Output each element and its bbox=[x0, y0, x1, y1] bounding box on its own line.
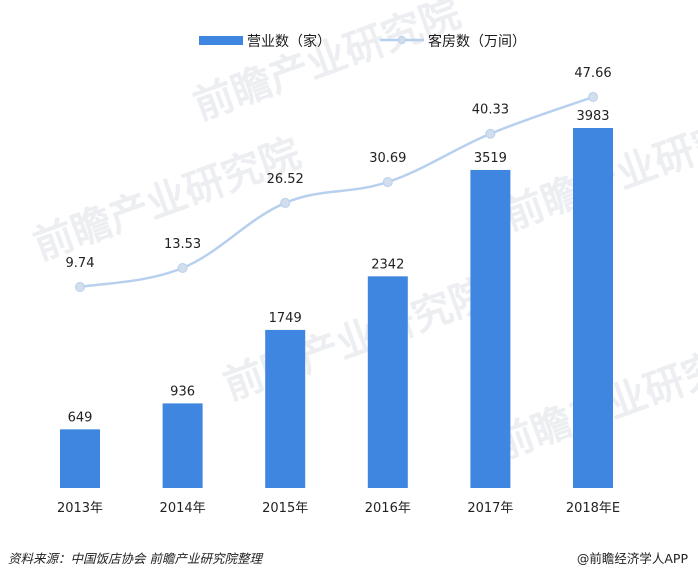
bar bbox=[162, 403, 203, 488]
bar bbox=[573, 128, 613, 488]
line-value-label: 13.53 bbox=[164, 237, 201, 252]
line-value-label: 47.66 bbox=[574, 66, 611, 81]
credit-note: @前瞻经济学人APP bbox=[576, 551, 688, 566]
line-value-label: 30.69 bbox=[369, 151, 406, 166]
bar-value-label: 936 bbox=[170, 384, 195, 399]
legend: 营业数（家） 客房数（万间） bbox=[199, 33, 526, 50]
line-point bbox=[280, 197, 291, 208]
legend-bar-swatch bbox=[199, 36, 243, 45]
legend-line-label: 客房数（万间） bbox=[428, 33, 526, 50]
line-point bbox=[588, 92, 598, 102]
line-point bbox=[75, 282, 85, 292]
x-tick-label: 2018年E bbox=[566, 501, 620, 516]
data-labels: 649 936 1749 2342 3519 3983 9.74 13.53 26.52 30.6… bbox=[66, 66, 612, 425]
x-tick-label: 2016年 bbox=[365, 501, 411, 516]
x-axis: 2013年 2014年 2015年 2016年 2017年 2018年E bbox=[57, 501, 620, 516]
source-note: 资料来源：中国饭店协会 前瞻产业研究院整理 bbox=[8, 551, 262, 566]
x-tick-label: 2017年 bbox=[467, 501, 513, 516]
line-value-label: 26.52 bbox=[267, 172, 304, 187]
legend-bar-label: 营业数（家） bbox=[247, 33, 331, 50]
x-tick-label: 2014年 bbox=[160, 501, 206, 516]
line-point bbox=[485, 128, 496, 139]
line-point bbox=[382, 177, 393, 188]
line-path bbox=[79, 95, 594, 289]
bars bbox=[60, 128, 613, 488]
bar bbox=[367, 276, 408, 488]
bar-value-label: 3983 bbox=[576, 109, 609, 124]
x-tick-label: 2015年 bbox=[262, 501, 308, 516]
bar bbox=[60, 429, 100, 488]
line-value-label: 9.74 bbox=[66, 256, 95, 271]
bar bbox=[265, 329, 306, 488]
bar-value-label: 649 bbox=[68, 410, 93, 425]
watermark-text: 前瞻产业研究院 bbox=[188, 0, 467, 129]
line-series bbox=[75, 92, 598, 292]
bar-value-label: 3519 bbox=[474, 151, 507, 166]
watermark-text: 前瞻产业研究院 bbox=[218, 270, 497, 409]
line-value-label: 40.33 bbox=[472, 103, 509, 118]
bar bbox=[470, 169, 511, 488]
bar-value-label: 2342 bbox=[371, 257, 404, 272]
line-point bbox=[177, 263, 188, 274]
legend-line-marker bbox=[398, 36, 406, 44]
bar-value-label: 1749 bbox=[269, 311, 302, 326]
x-tick-label: 2013年 bbox=[57, 501, 103, 516]
